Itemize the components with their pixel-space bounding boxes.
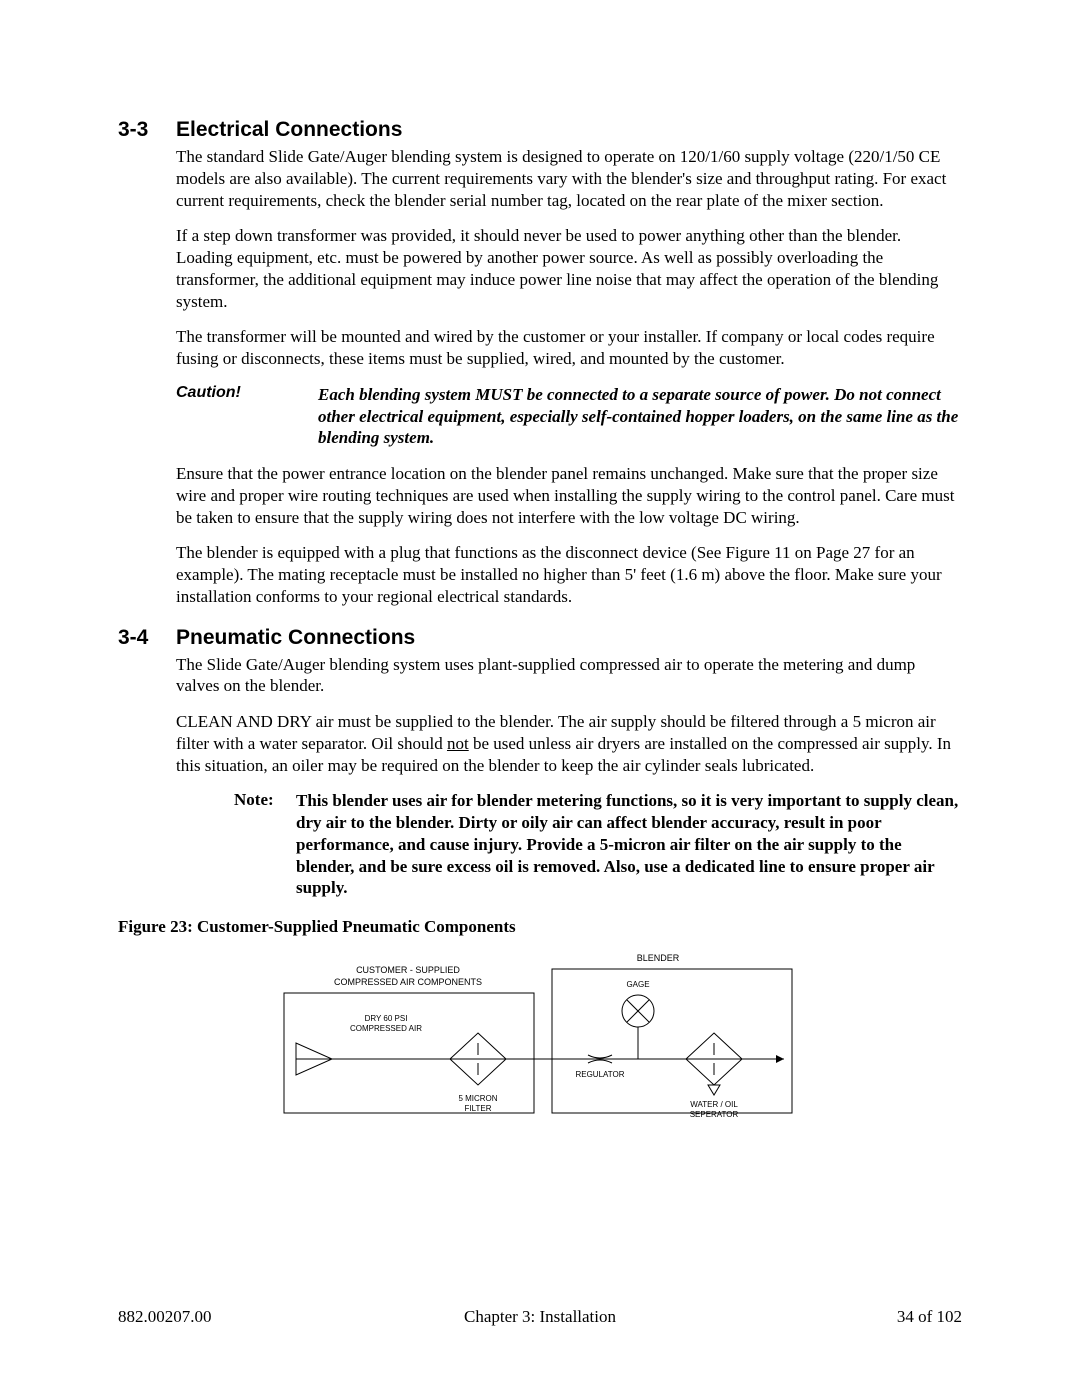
figure-diagram-wrap: BLENDER CUSTOMER - SUPPLIED COMPRESSED A… [118, 949, 962, 1129]
diagram-label-drypsi-l1: DRY 60 PSI [365, 1014, 408, 1023]
page-footer: 882.00207.00 Chapter 3: Installation 34 … [118, 1307, 962, 1327]
footer-page-number: 34 of 102 [897, 1307, 962, 1327]
paragraph: The standard Slide Gate/Auger blending s… [176, 146, 962, 211]
diagram-label-customer-l1: CUSTOMER - SUPPLIED [356, 965, 460, 975]
diagram-label-gage: GAGE [626, 980, 649, 989]
paragraph: The transformer will be mounted and wire… [176, 326, 962, 370]
note-text: This blender uses air for blender meteri… [296, 790, 962, 899]
diagram-separator-drain [708, 1085, 720, 1095]
diagram-label-blender: BLENDER [637, 953, 680, 963]
paragraph: If a step down transformer was provided,… [176, 225, 962, 312]
paragraph: CLEAN AND DRY air must be supplied to th… [176, 711, 962, 776]
diagram-label-customer-l2: COMPRESSED AIR COMPONENTS [334, 977, 482, 987]
section-number: 3-3 [118, 118, 176, 142]
document-page: 3-3 Electrical Connections The standard … [0, 0, 1080, 1397]
underlined-text: not [447, 734, 469, 753]
note-label: Note: [234, 790, 296, 899]
diagram-regulator-arc1 [588, 1055, 612, 1058]
caution-label: Caution! [176, 384, 318, 449]
section-body: The standard Slide Gate/Auger blending s… [176, 146, 962, 608]
section-title: Electrical Connections [176, 118, 402, 142]
section-3-3: 3-3 Electrical Connections The standard … [118, 118, 962, 608]
diagram-regulator-arc2 [588, 1060, 612, 1063]
footer-chapter: Chapter 3: Installation [118, 1307, 962, 1327]
figure-caption: Figure 23: Customer-Supplied Pneumatic C… [118, 917, 962, 937]
diagram-box-right [552, 969, 792, 1113]
diagram-label-separator-l2: SEPERATOR [690, 1110, 739, 1119]
pneumatic-diagram: BLENDER CUSTOMER - SUPPLIED COMPRESSED A… [278, 949, 802, 1129]
paragraph: The blender is equipped with a plug that… [176, 542, 962, 607]
diagram-label-filter-l1: 5 MICRON [458, 1094, 497, 1103]
diagram-label-separator-l1: WATER / OIL [690, 1100, 738, 1109]
diagram-label-drypsi-l2: COMPRESSED AIR [350, 1024, 422, 1033]
caution-text: Each blending system MUST be connected t… [318, 384, 962, 449]
section-3-4: 3-4 Pneumatic Connections The Slide Gate… [118, 626, 962, 900]
diagram-label-regulator: REGULATOR [575, 1070, 624, 1079]
caution-block: Caution! Each blending system MUST be co… [176, 384, 962, 449]
section-heading: 3-3 Electrical Connections [118, 118, 962, 142]
section-heading: 3-4 Pneumatic Connections [118, 626, 962, 650]
diagram-label-filter-l2: FILTER [465, 1104, 492, 1113]
paragraph: The Slide Gate/Auger blending system use… [176, 654, 962, 698]
paragraph: Ensure that the power entrance location … [176, 463, 962, 528]
section-number: 3-4 [118, 626, 176, 650]
section-body: The Slide Gate/Auger blending system use… [176, 654, 962, 900]
section-title: Pneumatic Connections [176, 626, 415, 650]
diagram-arrowhead [776, 1055, 784, 1063]
note-block: Note: This blender uses air for blender … [234, 790, 962, 899]
footer-doc-number: 882.00207.00 [118, 1307, 212, 1327]
